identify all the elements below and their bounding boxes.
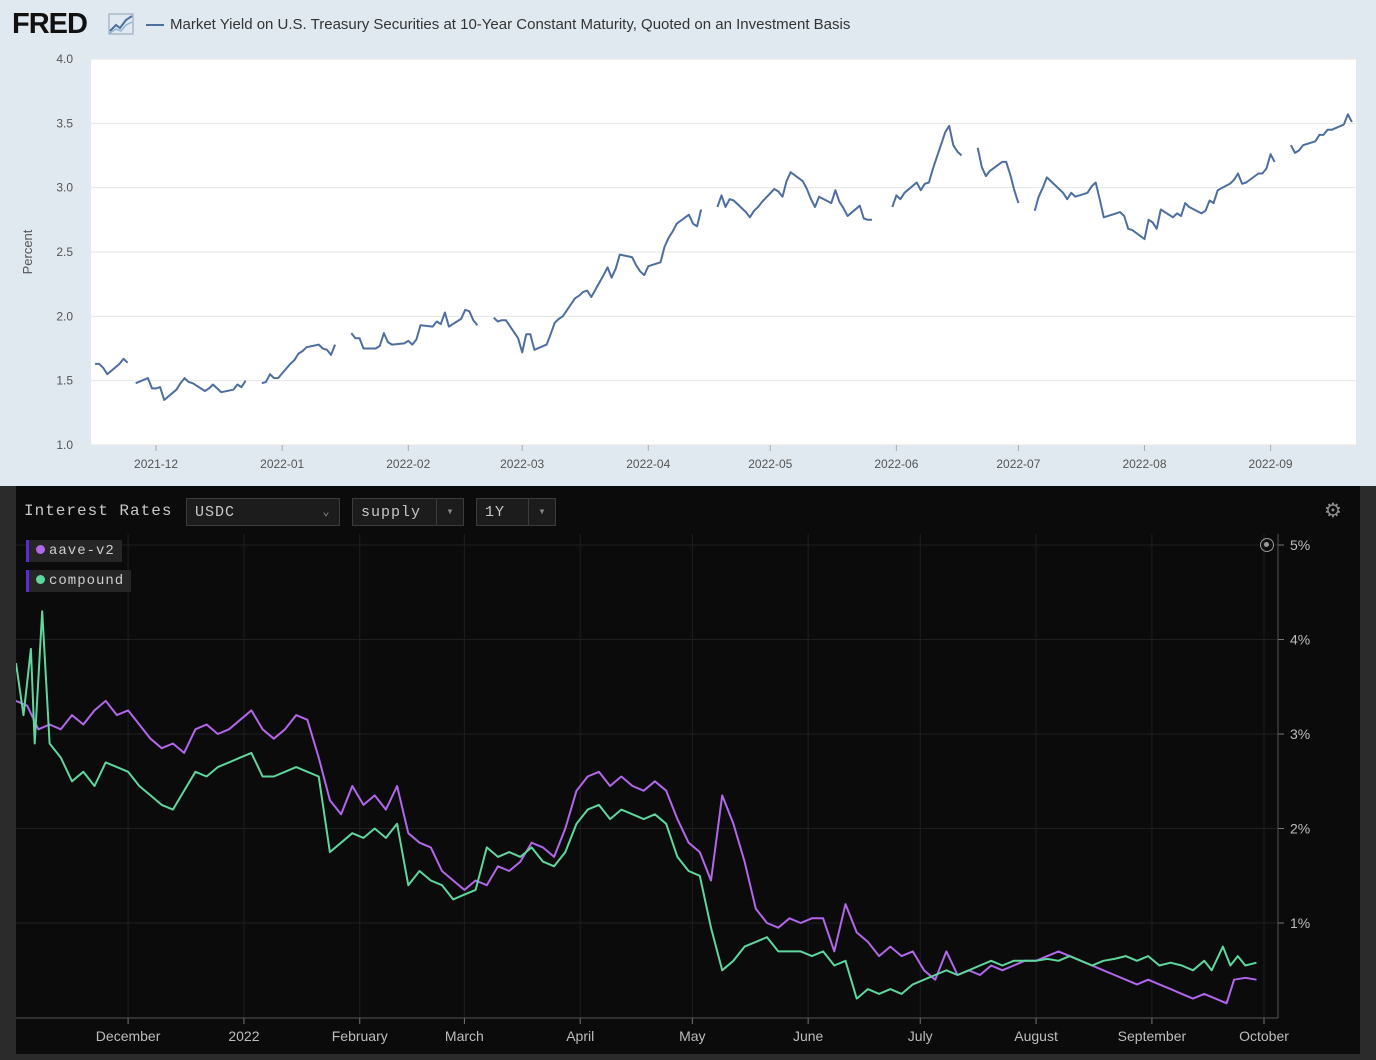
fred-header: FRED Market Yield on U.S. Treasury Secur…	[0, 0, 1376, 50]
y-tick-label: 2%	[1290, 821, 1310, 837]
x-tick-label: 2022-01	[260, 457, 304, 471]
x-tick-label: 2022-03	[500, 457, 544, 471]
interest-rates-panel: 1% 2% 3% 4% 5% December 2022 February March Apri…	[0, 486, 1376, 1060]
y-tick-label: 3.5	[56, 116, 73, 130]
series-line-segment	[95, 357, 129, 376]
series-line-compound	[16, 610, 1257, 1000]
series-line-segment	[350, 308, 479, 350]
chevron-down-icon: ⌄	[322, 505, 330, 519]
side-select-value: supply	[361, 504, 422, 521]
legend-item-aave-v2[interactable]: aave-v2	[26, 540, 122, 562]
asset-select-value: USDC	[195, 504, 236, 521]
series-line-segment	[493, 209, 703, 354]
chart-line-icon	[108, 13, 134, 35]
rates-plot: 1% 2% 3% 4% 5% December 2022 February March Apri…	[16, 534, 1310, 1044]
y-axis-label: Percent	[20, 229, 35, 274]
y-tick-label: 1.5	[56, 374, 73, 388]
series-line-segment	[261, 343, 337, 385]
interest-rates-chart: 1% 2% 3% 4% 5% December 2022 February March Apri…	[16, 486, 1360, 1054]
y-tick-label: 1.0	[56, 438, 73, 452]
x-tick-label: February	[332, 1028, 388, 1044]
x-tick-label: 2022-02	[386, 457, 430, 471]
gear-icon[interactable]: ⚙	[1324, 500, 1342, 522]
x-tick-label: April	[566, 1028, 594, 1044]
fred-chart-panel: FRED Market Yield on U.S. Treasury Secur…	[0, 0, 1376, 486]
x-tick-label: December	[96, 1028, 161, 1044]
legend-dot	[36, 545, 45, 554]
x-tick-label: 2022-09	[1249, 457, 1293, 471]
y-tick-label: 3%	[1290, 726, 1310, 742]
x-tick-label: 2022-05	[748, 457, 792, 471]
x-tick-label: 2022-04	[626, 457, 670, 471]
x-tick-label: 2022-06	[874, 457, 918, 471]
fred-plot: 1.0 1.5 2.0 2.5 3.0 3.5 4.0 2021-12 2022-01 2022…	[20, 52, 1356, 471]
legend-item-compound[interactable]: compound	[26, 570, 132, 592]
legend-dot	[36, 575, 45, 584]
x-tick-label: 2022-08	[1122, 457, 1166, 471]
y-tick-label: 2.0	[56, 309, 73, 323]
series-line-aave-v2	[16, 699, 1257, 1005]
yield-series	[95, 113, 1353, 401]
y-tick-labels: 1% 2% 3% 4% 5%	[1290, 537, 1310, 931]
x-tick-label: October	[1239, 1028, 1289, 1044]
x-tick-label: June	[793, 1028, 824, 1044]
panel-title: Interest Rates	[24, 502, 173, 520]
series-line-segment	[716, 171, 872, 221]
x-tick-label: September	[1118, 1028, 1187, 1044]
series-line-segment	[891, 124, 963, 208]
target-icon[interactable]	[1260, 538, 1274, 552]
y-tick-labels: 1.0 1.5 2.0 2.5 3.0 3.5 4.0	[56, 52, 73, 452]
series-line-segment	[976, 147, 1020, 204]
chart-title[interactable]: Market Yield on U.S. Treasury Securities…	[170, 16, 851, 33]
x-tick-labels: 2021-12 2022-01 2022-02 2022-03 2022-04 2022-…	[134, 457, 1293, 471]
x-tick-label: August	[1014, 1028, 1058, 1044]
rate-series	[16, 610, 1257, 1005]
y-tick-label: 3.0	[56, 181, 73, 195]
chevron-down-icon: ▾	[528, 499, 555, 525]
y-tick-label: 1%	[1290, 915, 1310, 931]
y-tick-label: 4%	[1290, 632, 1310, 648]
grid	[16, 534, 1284, 1024]
series-line-segment	[1033, 153, 1276, 241]
x-tick-label: July	[908, 1028, 933, 1044]
legend-swatch	[146, 24, 164, 26]
x-tick-label: 2022-07	[996, 457, 1040, 471]
range-select[interactable]: 1Y ▾	[476, 498, 556, 526]
x-tick-label: March	[445, 1028, 484, 1044]
range-select-value: 1Y	[485, 504, 506, 521]
legend-label: aave-v2	[49, 543, 115, 559]
asset-select[interactable]: USDC ⌄	[186, 498, 340, 526]
series-line-segment	[1290, 113, 1353, 154]
series-line-segment	[135, 377, 247, 401]
x-tick-label: 2021-12	[134, 457, 178, 471]
fred-logo[interactable]: FRED	[12, 8, 88, 40]
y-tick-label: 5%	[1290, 537, 1310, 553]
legend-label: compound	[49, 573, 125, 589]
toolbar: Interest Rates USDC ⌄ supply ▾ 1Y ▾ ⚙	[16, 494, 1360, 528]
x-tick-label: May	[679, 1028, 705, 1044]
side-select[interactable]: supply ▾	[352, 498, 464, 526]
x-tick-label: 2022	[228, 1028, 259, 1044]
chevron-down-icon: ▾	[436, 499, 463, 525]
grid	[91, 58, 1356, 451]
y-tick-label: 4.0	[56, 52, 73, 66]
x-tick-labels: December 2022 February March April May June Jul…	[96, 1028, 1289, 1044]
y-tick-label: 2.5	[56, 245, 73, 259]
